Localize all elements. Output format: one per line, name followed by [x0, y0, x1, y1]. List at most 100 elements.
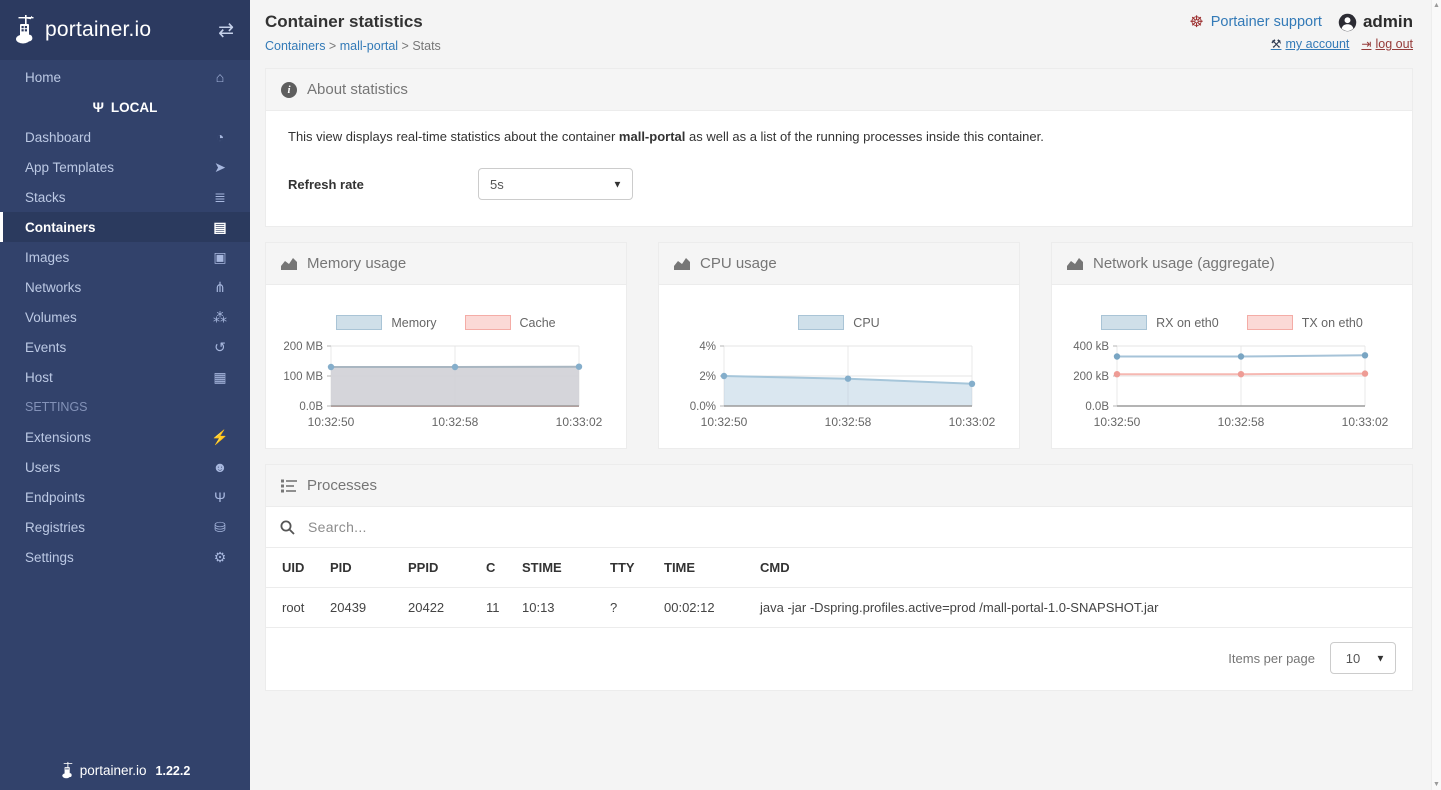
- network-usage-header: Network usage (aggregate): [1052, 243, 1412, 285]
- area-chart-icon: [1067, 257, 1083, 270]
- scroll-down-icon[interactable]: ▼: [1433, 781, 1440, 788]
- sitemap-icon: ⋔: [210, 279, 230, 296]
- legend-swatch: [465, 315, 511, 330]
- area-chart-icon: [674, 257, 690, 270]
- username: admin: [1363, 12, 1413, 32]
- plug-icon: Ψ: [93, 99, 104, 115]
- stacks-icon: ≣: [210, 189, 230, 206]
- containers-icon: ▤: [210, 219, 230, 236]
- container-name: mall-portal: [619, 129, 685, 144]
- column-header-time: TIME: [654, 548, 750, 588]
- sidebar-item-app-templates[interactable]: App Templates➤: [0, 152, 250, 182]
- scroll-up-icon[interactable]: ▲: [1433, 2, 1440, 9]
- svg-text:200 kB: 200 kB: [1073, 371, 1109, 383]
- sidebar-item-dashboard[interactable]: Dashboard◔: [0, 122, 250, 152]
- sidebar-item-users[interactable]: Users☻: [0, 452, 250, 482]
- memory-usage-header: Memory usage: [266, 243, 626, 285]
- column-header-ppid: PPID: [398, 548, 476, 588]
- breadcrumb: Containers > mall-portal > Stats: [265, 39, 441, 53]
- svg-text:200 MB: 200 MB: [283, 341, 323, 353]
- portainer-logo[interactable]: portainer.io: [12, 14, 151, 46]
- sidebar-item-host[interactable]: Host▦: [0, 362, 250, 392]
- table-cell: 20439: [320, 588, 398, 628]
- chart-title: Network usage (aggregate): [1093, 255, 1275, 272]
- plug-icon: Ψ: [210, 489, 230, 505]
- breadcrumb-containers[interactable]: Containers: [265, 39, 325, 53]
- processes-header: Processes: [266, 465, 1412, 507]
- portainer-support-link[interactable]: ☸ Portainer support: [1189, 12, 1322, 32]
- legend-entry: CPU: [798, 315, 879, 330]
- cpu-usage-header: CPU usage: [659, 243, 1019, 285]
- about-description: This view displays real-time statistics …: [288, 129, 1390, 144]
- log-out-link[interactable]: ⇥ log out: [1361, 37, 1413, 51]
- table-cell: root: [266, 588, 320, 628]
- legend-entry: RX on eth0: [1101, 315, 1219, 330]
- sign-out-icon: ⇥: [1361, 37, 1371, 51]
- items-per-page-label: Items per page: [1228, 651, 1315, 666]
- header-right: ☸ Portainer support admin ⚒: [1189, 12, 1413, 51]
- svg-text:2%: 2%: [699, 371, 716, 383]
- svg-text:0.0%: 0.0%: [690, 401, 716, 413]
- page-title: Container statistics: [265, 12, 441, 32]
- main-content: Container statistics Containers > mall-p…: [250, 0, 1441, 790]
- items-per-page-select[interactable]: 10 ▼: [1330, 642, 1396, 674]
- column-header-c: C: [476, 548, 512, 588]
- table-cell: java -jar -Dspring.profiles.active=prod …: [750, 588, 1412, 628]
- svg-text:100 MB: 100 MB: [283, 371, 323, 383]
- sidebar-item-stacks[interactable]: Stacks≣: [0, 182, 250, 212]
- network-usage-aggregate--chart: 400 kB200 kB0.0B10:32:5010:32:5810:33:02: [1062, 338, 1402, 432]
- processes-table: UIDPIDPPIDCSTIMETTYTIMECMD root204392042…: [266, 548, 1412, 628]
- legend-entry: Cache: [465, 315, 556, 330]
- network-usage-widget: Network usage (aggregate) RX on eth0TX o…: [1051, 242, 1413, 449]
- svg-text:400 kB: 400 kB: [1073, 341, 1109, 353]
- user-circle-icon: [1338, 13, 1357, 32]
- sidebar-item-volumes[interactable]: Volumes⁂: [0, 302, 250, 332]
- cogs-icon: ⚙: [210, 549, 230, 566]
- svg-text:10:33:02: 10:33:02: [1342, 415, 1389, 429]
- users-icon: ☻: [210, 459, 230, 475]
- rocket-icon: ➤: [210, 159, 230, 176]
- breadcrumb-mall-portal[interactable]: mall-portal: [340, 39, 398, 53]
- sidebar-item-extensions[interactable]: Extensions⚡: [0, 422, 250, 452]
- svg-text:0.0B: 0.0B: [299, 401, 323, 413]
- refresh-rate-select[interactable]: 5s ▼: [478, 168, 633, 200]
- breadcrumb-separator: >: [398, 39, 412, 53]
- sidebar-item-containers[interactable]: Containers▤: [0, 212, 250, 242]
- column-header-pid: PID: [320, 548, 398, 588]
- sidebar-item-home[interactable]: Home⌂: [0, 62, 250, 92]
- svg-text:10:32:58: 10:32:58: [432, 415, 479, 429]
- legend-entry: Memory: [336, 315, 436, 330]
- sidebar: portainer.io ⇄ Home⌂ΨLOCALDashboard◔App …: [0, 0, 250, 790]
- table-row: root20439204221110:13?00:02:12java -jar …: [266, 588, 1412, 628]
- breadcrumb-separator: >: [325, 39, 339, 53]
- sidebar-item-registries[interactable]: Registries⛁: [0, 512, 250, 542]
- sidebar-item-networks[interactable]: Networks⋔: [0, 272, 250, 302]
- volumes-icon: ⁂: [210, 309, 230, 326]
- chart-legend: RX on eth0TX on eth0: [1062, 315, 1402, 330]
- sidebar-item-settings[interactable]: Settings⚙: [0, 542, 250, 572]
- chart-title: CPU usage: [700, 255, 777, 272]
- lighthouse-icon: [12, 14, 40, 46]
- user-menu[interactable]: admin: [1338, 12, 1413, 32]
- svg-text:10:32:50: 10:32:50: [701, 415, 748, 429]
- refresh-rate-label: Refresh rate: [288, 177, 478, 192]
- bolt-icon: ⚡: [210, 429, 230, 446]
- sidebar-item-images[interactable]: Images▣: [0, 242, 250, 272]
- my-account-link[interactable]: ⚒ my account: [1271, 37, 1350, 51]
- table-footer: Items per page 10 ▼: [266, 628, 1412, 690]
- endpoint-switch-icon[interactable]: ⇄: [218, 19, 234, 42]
- sidebar-item-events[interactable]: Events↺: [0, 332, 250, 362]
- chart-legend: Memory Cache: [276, 315, 616, 330]
- version-label: 1.22.2: [156, 764, 191, 778]
- vertical-scrollbar[interactable]: ▲ ▼: [1431, 0, 1441, 790]
- sidebar-endpoint-local[interactable]: ΨLOCAL: [0, 92, 250, 122]
- images-icon: ▣: [210, 249, 230, 266]
- logo-text: portainer.io: [45, 18, 151, 42]
- search-icon: [280, 520, 295, 535]
- home-icon: ⌂: [210, 69, 230, 85]
- lighthouse-icon: [60, 761, 76, 780]
- search-input[interactable]: [306, 518, 1398, 536]
- column-header-stime: STIME: [512, 548, 600, 588]
- sidebar-item-endpoints[interactable]: EndpointsΨ: [0, 482, 250, 512]
- sidebar-logo-row: portainer.io ⇄: [0, 0, 250, 60]
